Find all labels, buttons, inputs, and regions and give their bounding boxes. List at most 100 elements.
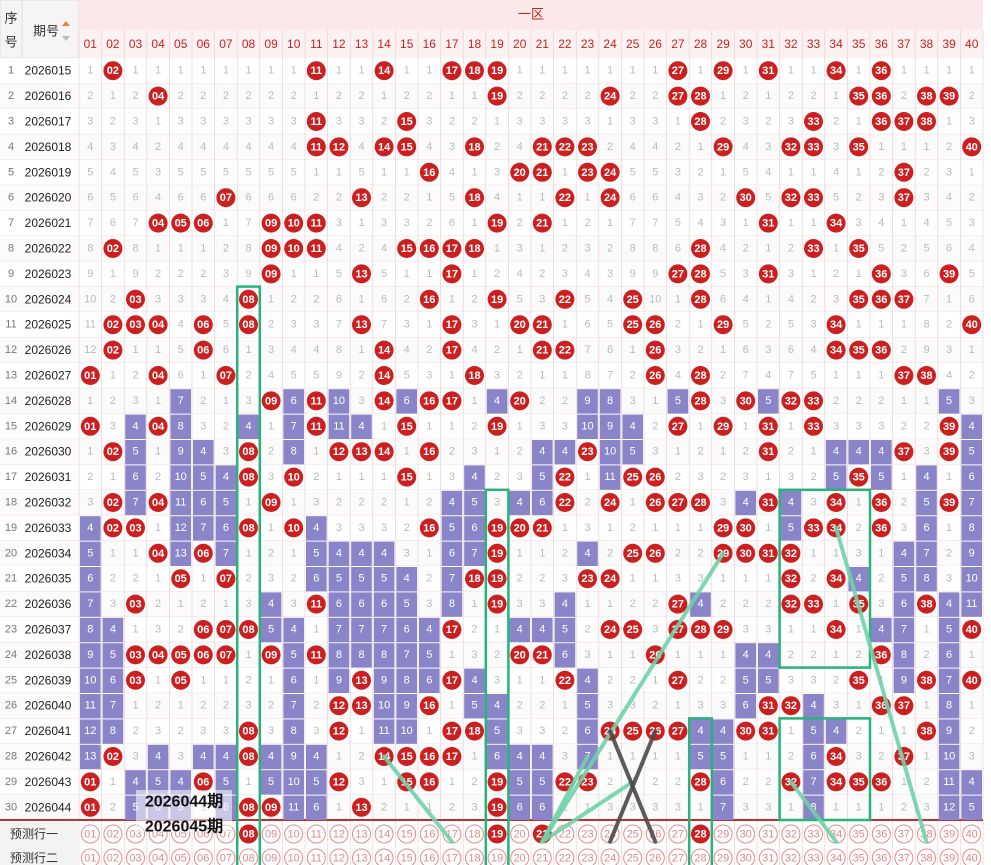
hit-number: 17 — [446, 395, 458, 407]
hit-number: 21 — [536, 167, 548, 179]
miss-bar — [147, 744, 169, 770]
miss-count: 4 — [132, 420, 138, 432]
miss-count: 2 — [607, 243, 613, 255]
row-period: 2026017 — [25, 115, 72, 129]
miss-bar — [916, 516, 937, 541]
miss-count: 1 — [901, 471, 907, 483]
header-number: 08 — [242, 37, 256, 51]
miss-count: 2 — [901, 344, 907, 356]
miss-count: 4 — [223, 751, 229, 763]
hit-ball — [284, 239, 304, 258]
predict-number: 08 — [242, 829, 254, 841]
predict-ball-empty — [329, 824, 349, 844]
hit-number: 08 — [242, 472, 254, 484]
hit-ball — [623, 289, 643, 309]
miss-bar — [306, 795, 327, 820]
miss-bar — [938, 668, 960, 693]
miss-count: 4 — [110, 166, 116, 178]
miss-count: 2 — [923, 420, 929, 432]
hit-number: 25 — [627, 548, 639, 560]
miss-bar — [464, 465, 485, 490]
miss-count: 2 — [517, 370, 523, 382]
miss-count: 4 — [132, 776, 138, 788]
miss-count: 10 — [333, 395, 345, 407]
miss-bar — [283, 440, 304, 465]
miss-count: 9 — [901, 674, 907, 686]
predict-number: 16 — [423, 829, 435, 841]
miss-bar — [758, 389, 779, 414]
hit-number: 32 — [785, 141, 797, 153]
miss-count: 5 — [471, 700, 477, 712]
miss-count: 5 — [584, 700, 590, 712]
miss-count: 2 — [245, 674, 251, 686]
hit-number: 14 — [378, 65, 391, 77]
miss-count: 1 — [630, 65, 636, 77]
hit-number: 36 — [875, 649, 887, 661]
hit-number: 09 — [265, 218, 277, 230]
hit-ball — [465, 188, 484, 208]
miss-count: 4 — [923, 217, 929, 229]
miss-count: 1 — [946, 471, 952, 483]
hit-number: 24 — [604, 91, 617, 103]
hit-ball — [668, 670, 688, 690]
miss-count: 3 — [946, 166, 952, 178]
miss-count: 2 — [517, 700, 523, 712]
miss-count: 10 — [604, 446, 616, 458]
miss-count: 3 — [471, 801, 477, 813]
miss-count: 6 — [562, 649, 568, 661]
miss-count: 4 — [404, 573, 410, 585]
header-number: 21 — [536, 37, 550, 51]
miss-count: 1 — [856, 801, 862, 813]
row-period: 2026020 — [25, 191, 72, 205]
miss-count: 4 — [404, 344, 410, 356]
miss-count: 4 — [788, 497, 794, 509]
miss-count: 3 — [788, 471, 794, 483]
hit-number: 04 — [152, 649, 165, 661]
miss-count: 1 — [946, 116, 952, 128]
miss-count: 1 — [110, 776, 116, 788]
row-period: 2026026 — [25, 343, 72, 357]
miss-count: 6 — [743, 700, 749, 712]
miss-bar — [893, 592, 915, 617]
miss-count: 2 — [426, 90, 432, 102]
miss-count: 3 — [878, 420, 884, 432]
miss-count: 4 — [268, 598, 274, 610]
miss-count: 3 — [223, 446, 229, 458]
miss-count: 8 — [584, 370, 590, 382]
hit-ball — [871, 264, 891, 284]
miss-count: 2 — [562, 243, 568, 255]
miss-count: 11 — [288, 801, 299, 813]
row-period: 2026028 — [25, 394, 72, 408]
miss-count: 3 — [200, 116, 206, 128]
hit-ball — [148, 416, 168, 436]
miss-bar — [599, 389, 621, 414]
hit-number: 35 — [853, 472, 865, 484]
miss-count: 1 — [562, 319, 568, 331]
miss-count: 3 — [471, 649, 477, 661]
miss-count: 8 — [810, 801, 816, 813]
miss-count: 2 — [223, 243, 229, 255]
miss-count: 8 — [110, 725, 116, 737]
miss-bar — [961, 414, 982, 439]
table-row-bg — [0, 159, 983, 185]
miss-count: 3 — [178, 116, 184, 128]
miss-count: 2 — [471, 293, 477, 305]
miss-count: 1 — [833, 649, 839, 661]
miss-count: 2 — [765, 776, 771, 788]
trend-line — [540, 551, 726, 844]
miss-count: 1 — [155, 116, 161, 128]
hit-ball — [826, 61, 846, 81]
miss-count: 1 — [562, 522, 568, 534]
hit-ball — [148, 315, 168, 335]
miss-count: 2 — [494, 268, 500, 280]
hit-ball — [419, 747, 439, 766]
miss-count: 5 — [584, 293, 590, 305]
miss-count: 2 — [449, 801, 455, 813]
hit-ball — [826, 620, 846, 639]
miss-count: 5 — [562, 624, 568, 636]
miss-count: 3 — [471, 319, 477, 331]
miss-count: 2 — [856, 395, 862, 407]
hit-number: 08 — [242, 802, 254, 814]
row-seq: 9 — [8, 268, 14, 280]
hit-ball — [917, 670, 936, 690]
